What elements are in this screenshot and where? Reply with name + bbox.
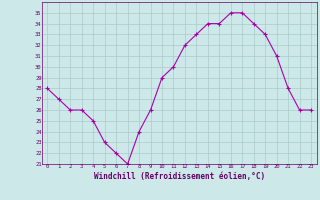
X-axis label: Windchill (Refroidissement éolien,°C): Windchill (Refroidissement éolien,°C) — [94, 172, 265, 181]
